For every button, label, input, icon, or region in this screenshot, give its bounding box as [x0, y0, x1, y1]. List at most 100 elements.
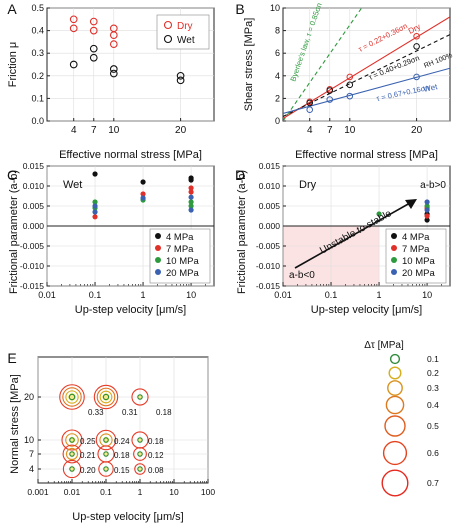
- legend-marker: [163, 34, 173, 44]
- bubble-ring: [95, 429, 117, 451]
- legend-marker: [155, 257, 161, 263]
- y-tick-label: -0.005: [20, 241, 44, 251]
- legend-marker: [391, 269, 397, 275]
- bubble-point: [62, 459, 82, 479]
- size-legend-circle: [384, 415, 406, 437]
- legend-label: 10 MPa: [166, 256, 199, 267]
- data-point: [413, 32, 420, 40]
- legend-box: [156, 14, 210, 50]
- bubble-core: [137, 394, 143, 400]
- y-tick-label: 0.1: [31, 93, 44, 103]
- panel-label-e: E: [7, 350, 16, 366]
- data-point: [376, 211, 382, 217]
- data-point: [326, 96, 334, 103]
- data-point: [424, 213, 430, 219]
- panel-label-b: B: [235, 1, 244, 17]
- bubble-value-label: 0.25: [80, 437, 96, 446]
- x-axis-label: Up-step velocity [μm/s]: [311, 304, 422, 316]
- y-axis-label: Frictional parameter (a-b): [236, 170, 248, 294]
- data-point: [188, 207, 194, 213]
- data-point: [92, 203, 98, 209]
- size-legend-circle: [381, 469, 409, 497]
- bubble-core: [137, 451, 143, 457]
- y-tick-label: 0: [275, 116, 280, 126]
- bubble-core: [69, 466, 75, 472]
- x-tick-label: 0.01: [274, 290, 292, 300]
- y-tick-label: 0.010: [259, 181, 281, 191]
- size-legend-value: 0.7: [427, 478, 439, 488]
- bubble-value-label: 0.08: [148, 466, 164, 475]
- y-tick-label: 8: [275, 26, 280, 36]
- bubble-ring: [134, 463, 146, 475]
- size-legend-circle: [385, 395, 405, 415]
- data-point: [188, 189, 194, 195]
- size-legend-circle: [389, 353, 401, 365]
- y-tick-label: 0.3: [31, 48, 44, 58]
- data-point-dry: [69, 15, 78, 24]
- bubble-point: [133, 447, 147, 461]
- y-axis-label: Shear stress [MPa]: [243, 18, 255, 112]
- data-point: [326, 87, 334, 94]
- bubble-core: [69, 451, 75, 457]
- size-legend-value: 0.3: [427, 383, 439, 393]
- legend-marker: [155, 269, 161, 275]
- data-point: [188, 177, 194, 183]
- bubble-value-label: 0.31: [122, 408, 138, 417]
- line-label: Byerlee's law, τ = 0.85σn: [288, 2, 323, 83]
- x-axis-label: Up-step velocity [μm/s]: [72, 511, 183, 523]
- x-tick-label: 4: [71, 125, 77, 136]
- bubble-value-label: 0.15: [114, 466, 130, 475]
- region-label-negative: a-b<0: [289, 270, 315, 281]
- bubble-core: [102, 393, 110, 401]
- legend-marker: [163, 20, 173, 30]
- panel-a: A 0.0 0.1 0.2 0.3 0.4 0.5 4 7 10 20 Dry Wet Effective…: [7, 1, 215, 161]
- data-point: [140, 195, 146, 201]
- data-point: [188, 194, 194, 200]
- x-tick-label: 0.01: [64, 487, 81, 497]
- fit-line-2: [283, 34, 450, 117]
- size-legend-value: 0.4: [427, 400, 439, 410]
- y-tick-label: 0.015: [23, 161, 45, 171]
- y-tick-label: 0.5: [31, 3, 44, 13]
- bubble-point: [134, 463, 146, 475]
- bubble-point: [97, 445, 115, 463]
- bubble-value-label: 0.18: [114, 451, 130, 460]
- fit-line-1: [283, 16, 450, 119]
- bubble-ring: [65, 390, 79, 404]
- bubble-ring: [96, 387, 116, 407]
- legend-label: 10 MPa: [402, 256, 435, 267]
- y-tick-label: 0.000: [23, 221, 45, 231]
- y-tick-label: -0.015: [20, 281, 44, 291]
- data-point: [424, 203, 430, 209]
- data-point: [140, 179, 146, 185]
- bubble-core: [103, 466, 109, 472]
- y-tick-label: 0.010: [23, 181, 45, 191]
- y-tick-label: 7: [29, 449, 34, 459]
- bubble-ring: [62, 387, 82, 407]
- y-tick-label: 0.4: [31, 26, 44, 36]
- data-point-wet: [89, 53, 98, 62]
- data-point-wet: [109, 65, 118, 73]
- bubble-ring: [93, 384, 119, 410]
- y-tick-label: 0.005: [259, 201, 281, 211]
- bubble-core: [103, 437, 109, 443]
- x-tick-label: 4: [307, 125, 313, 136]
- panel-d: D 0.01 0.1 1 10 -0.015 -0.010 -0.005 0.000 0.005 0…: [235, 161, 451, 316]
- y-tick-label: 0.005: [23, 201, 45, 211]
- y-tick-label: 10: [270, 3, 280, 13]
- x-tick-label: 10: [108, 125, 120, 136]
- panel-label-a: A: [7, 1, 17, 17]
- bubble-point: [131, 388, 149, 406]
- data-point-dry: [109, 31, 118, 39]
- annotation-wet: Wet: [423, 82, 439, 94]
- data-point-dry: [109, 40, 118, 49]
- x-tick-label: 7: [91, 125, 97, 136]
- x-tick-label: 20: [411, 125, 423, 136]
- legend-label: 20 MPa: [166, 268, 199, 279]
- y-tick-label: 6: [275, 48, 280, 58]
- size-legend-circle: [388, 366, 402, 380]
- y-tick-label: -0.015: [256, 281, 280, 291]
- data-point: [92, 209, 98, 215]
- data-point: [92, 199, 98, 205]
